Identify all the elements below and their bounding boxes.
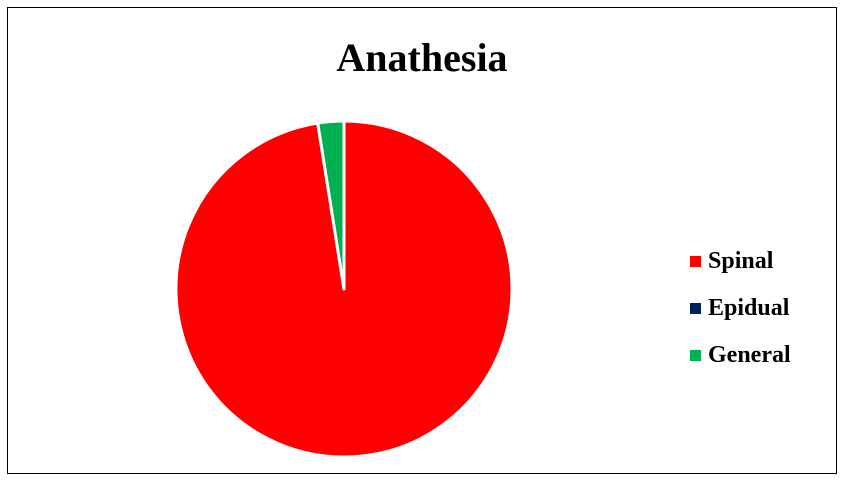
legend-swatch-general — [690, 350, 701, 361]
legend-swatch-epidual — [690, 303, 701, 314]
legend-item-spinal: Spinal — [690, 245, 791, 278]
legend-label-epidual: Epidual — [708, 295, 790, 321]
pie-slice-general — [316, 119, 346, 291]
legend-label-general: General — [708, 342, 791, 368]
legend-swatch-spinal — [690, 256, 701, 267]
legend: Spinal Epidual General — [690, 245, 791, 386]
legend-item-general: General — [690, 339, 791, 372]
chart-title: Anathesia — [336, 35, 508, 80]
legend-label-spinal: Spinal — [708, 248, 774, 274]
legend-item-epidual: Epidual — [690, 292, 791, 325]
